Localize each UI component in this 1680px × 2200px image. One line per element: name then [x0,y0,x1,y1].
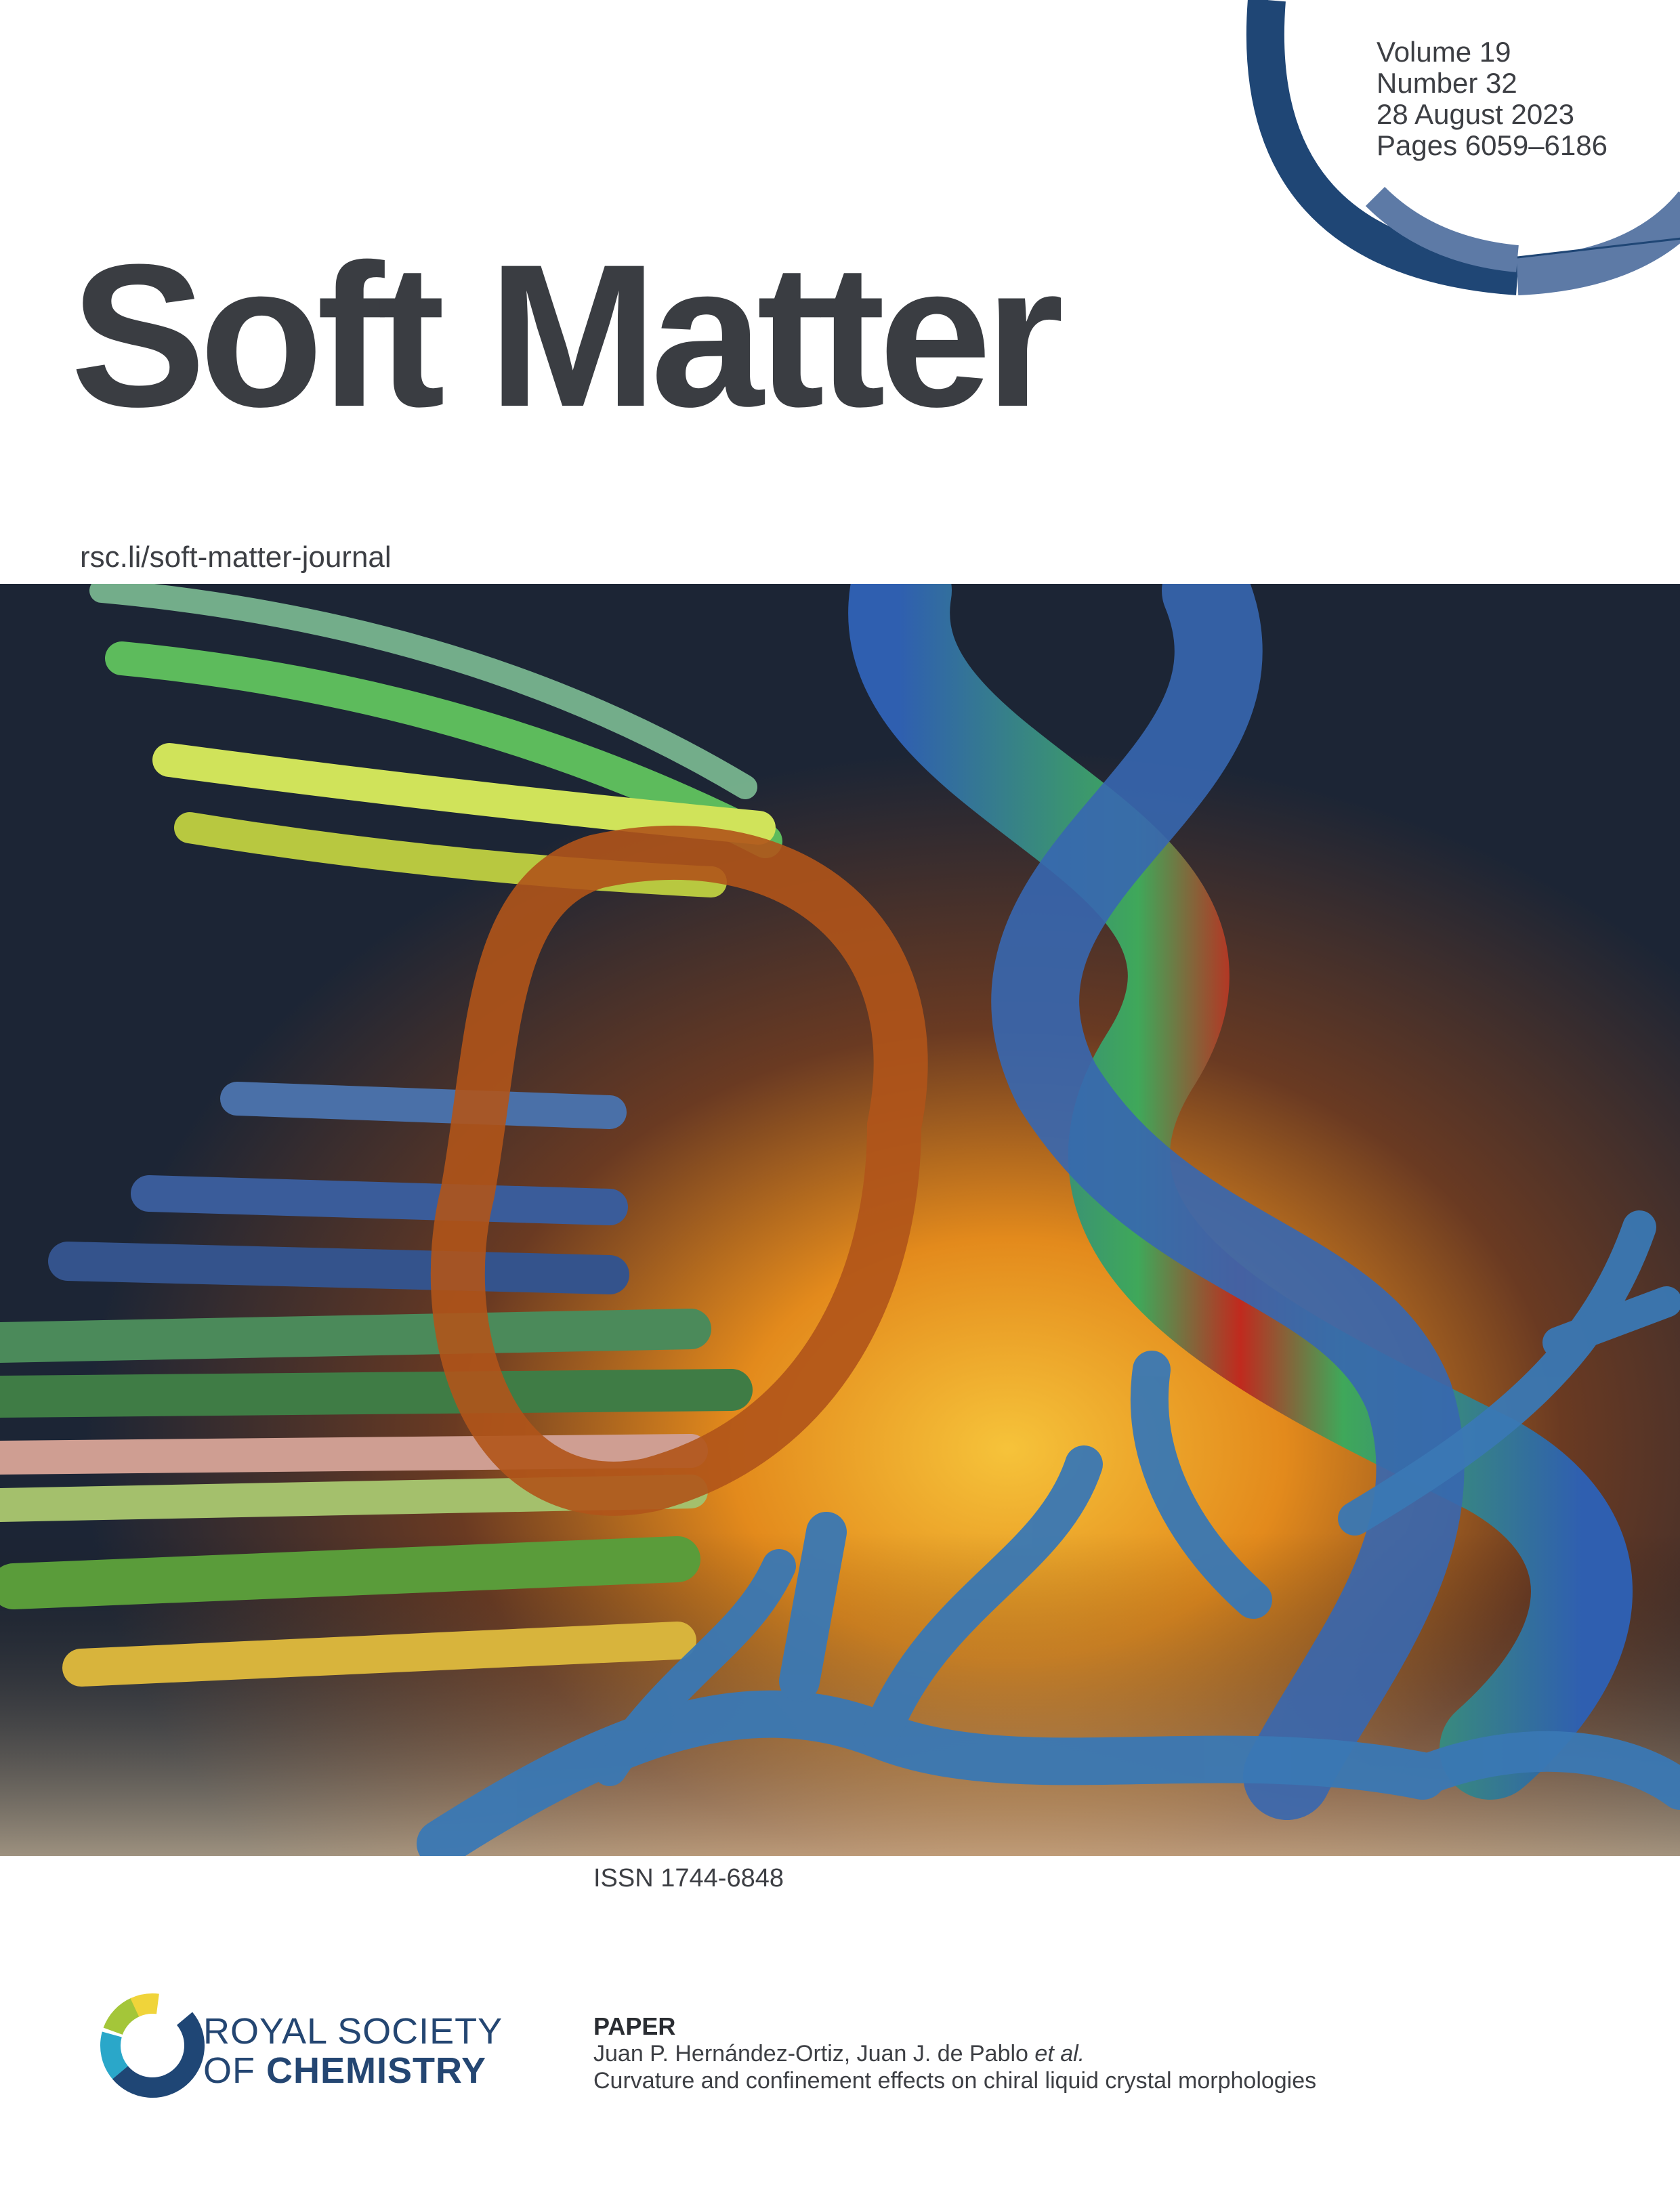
issue-number-text: Number 32 [1377,67,1517,99]
publisher-line1-prefix: ROYAL [203,2011,327,2052]
publisher-name: ROYAL SOCIETY OF CHEMISTRY [203,2012,503,2090]
rsc-logo-icon [100,1993,205,2098]
paper-title: Curvature and confinement effects on chi… [593,2068,1317,2094]
issue-info: Volume 19 Number 32 28 August 2023 Pages… [1377,37,1608,161]
paper-label: PAPER [593,2012,676,2040]
pages-text: Pages 6059–6186 [1377,129,1608,161]
featured-paper: PAPER Juan P. Hernández-Ortiz, Juan J. d… [593,2013,1339,2094]
volume-text: Volume 19 [1377,36,1511,68]
paper-authors-names: Juan P. Hernández-Ortiz, Juan J. de Pabl… [593,2041,1028,2067]
publisher-line2-prefix: OF [203,2050,255,2091]
issue-date-text: 28 August 2023 [1377,98,1574,130]
arc-decoration [1246,0,1680,295]
paper-authors-etal: et al. [1034,2041,1085,2067]
journal-title: Soft Matter [70,221,1064,449]
cover-image [0,584,1680,1856]
paper-authors: Juan P. Hernández-Ortiz, Juan J. de Pabl… [593,2040,1339,2067]
issn-text: ISSN 1744-6848 [593,1864,784,1892]
publisher-line2-suffix: CHEMISTRY [266,2050,487,2091]
publisher-line1-suffix: SOCIETY [337,2011,503,2052]
journal-url[interactable]: rsc.li/soft-matter-journal [80,541,392,574]
